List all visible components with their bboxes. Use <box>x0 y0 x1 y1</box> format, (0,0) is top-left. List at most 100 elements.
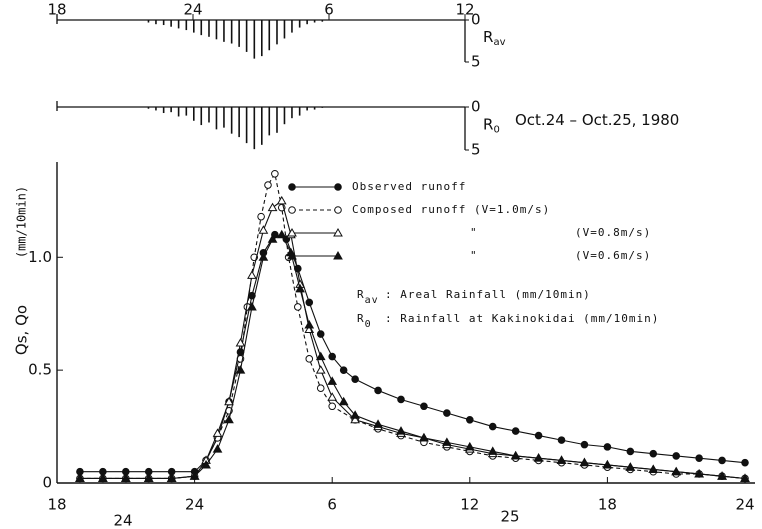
data-point <box>120 473 131 482</box>
data-point <box>339 366 348 374</box>
data-point <box>580 440 589 449</box>
data-point <box>235 365 246 374</box>
data-point <box>488 422 497 431</box>
data-point <box>224 396 234 406</box>
x-tick-label: 24 <box>185 496 204 514</box>
rain-bar <box>298 20 301 28</box>
legend-ditto: " <box>470 226 478 239</box>
data-point <box>557 436 566 444</box>
x-tick-label: 6 <box>327 496 337 514</box>
rain-bar <box>253 20 256 59</box>
rain-bar <box>276 107 278 133</box>
data-point <box>271 169 279 178</box>
panel-label-sub: av <box>493 37 505 48</box>
data-point <box>315 365 326 374</box>
rain-bar <box>238 20 240 47</box>
y-tick-label: 5 <box>471 141 481 159</box>
data-point <box>304 319 315 329</box>
rain-bar <box>268 20 271 51</box>
rain-bar <box>306 107 308 111</box>
rain-bar <box>276 20 278 45</box>
data-point <box>374 386 382 395</box>
data-point <box>288 183 296 191</box>
rain-bar <box>223 107 225 128</box>
date-range: Oct.24 – Oct.25, 1980 <box>515 111 679 129</box>
data-point <box>350 414 360 424</box>
rain-bar <box>200 20 203 36</box>
data-point <box>294 303 302 311</box>
data-point <box>396 426 406 435</box>
data-point <box>328 352 337 361</box>
rain-bar <box>283 20 286 39</box>
data-point <box>533 453 544 462</box>
data-point <box>327 376 338 385</box>
rain-bar <box>193 20 195 33</box>
rain-bar <box>230 107 233 134</box>
data-point <box>717 471 727 480</box>
rain-bar <box>306 20 308 25</box>
rain-bar <box>215 20 218 40</box>
series-line <box>79 234 746 473</box>
data-point <box>333 250 343 260</box>
data-point <box>626 447 635 456</box>
data-point <box>649 449 658 458</box>
data-point <box>235 338 246 347</box>
data-point <box>556 455 567 464</box>
x-tick-label: 18 <box>47 1 66 19</box>
rain-bar <box>170 107 172 113</box>
data-point <box>264 181 272 189</box>
data-point <box>351 375 359 383</box>
rain-bar <box>321 107 324 108</box>
data-point <box>397 395 405 404</box>
y-tick-label: 0 <box>471 11 481 29</box>
rain-bar <box>162 20 165 26</box>
data-point <box>295 283 305 293</box>
panel-label: Rav <box>483 28 506 49</box>
rain-bar <box>291 20 293 33</box>
data-point <box>350 410 360 419</box>
rain-bar <box>177 107 180 117</box>
data-point <box>316 384 325 393</box>
data-point <box>534 431 543 440</box>
data-point <box>287 250 297 260</box>
data-point <box>212 428 223 437</box>
data-point <box>267 234 278 243</box>
series-line <box>79 199 746 480</box>
data-point <box>671 466 682 476</box>
rain-bar <box>185 107 188 116</box>
panel-label: R0 <box>483 115 500 136</box>
x-tick-label: 24 <box>183 1 202 19</box>
data-point <box>305 298 314 307</box>
rain-bar <box>283 107 286 125</box>
rain-bar <box>185 20 188 31</box>
rain-bar <box>193 107 195 121</box>
rain-bar <box>238 107 240 138</box>
data-point <box>257 212 265 221</box>
data-point <box>201 459 211 469</box>
note-text: : Areal Rainfall (mm/10min) <box>385 288 591 301</box>
note-symbol-main: R <box>357 288 365 301</box>
data-point <box>718 456 726 465</box>
data-point <box>694 468 704 478</box>
rain-bar <box>245 107 248 144</box>
note-text: : Rainfall at Kakinokidai (mm/10min) <box>385 312 659 325</box>
rain-bar <box>177 20 180 29</box>
rain-bar <box>261 107 263 145</box>
y-tick-label: 0 <box>42 474 52 492</box>
y-tick-label: 5 <box>471 53 481 71</box>
x-tick-label: 12 <box>460 496 479 514</box>
data-point <box>695 454 703 462</box>
data-point <box>333 227 343 237</box>
rain-bar <box>200 107 203 126</box>
data-point <box>189 471 200 480</box>
data-point <box>741 458 749 467</box>
note-symbol-sub: av <box>365 295 379 306</box>
legend-label: Composed runoff (V=1.0m/s) <box>352 203 550 216</box>
data-point <box>419 432 429 442</box>
rain-bar <box>170 20 172 27</box>
day-label: 25 <box>500 508 519 526</box>
y-tick-label: 0.5 <box>28 361 52 379</box>
data-point <box>287 227 297 237</box>
data-point <box>276 195 287 205</box>
